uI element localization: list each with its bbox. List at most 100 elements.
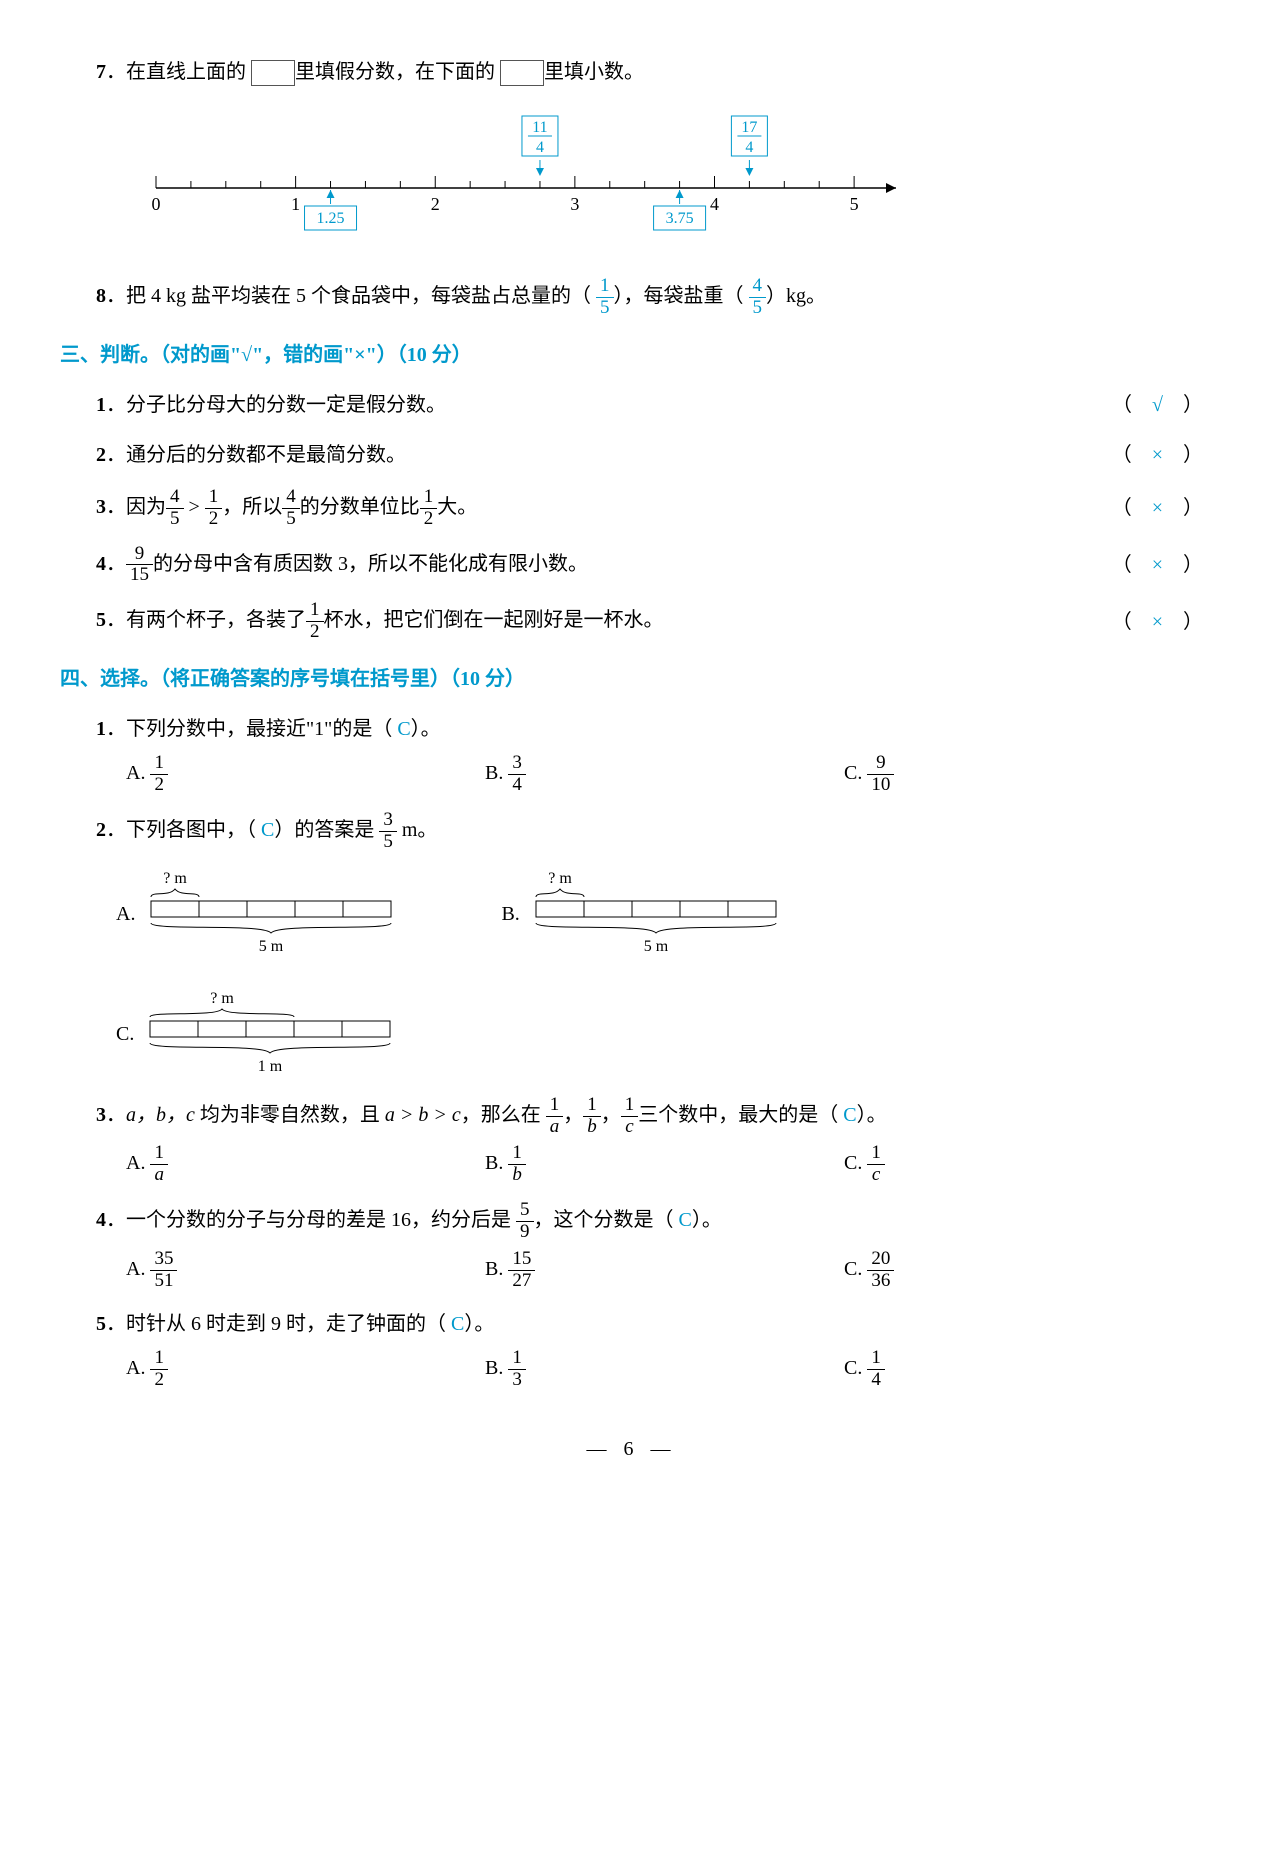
q-num: 5 xyxy=(96,1313,106,1335)
text: ）。 xyxy=(857,1104,887,1126)
tf-answer: × xyxy=(1152,497,1163,519)
diagram-b: B.? m5 m xyxy=(501,869,825,959)
diagrams: A.? m5 m B.? m5 m C.? m1 m xyxy=(116,869,1183,1079)
option: C. 910 xyxy=(844,753,1203,796)
text: m。 xyxy=(397,819,438,841)
option: A. 12 xyxy=(126,1348,485,1391)
tf-row: 4．915的分母中含有质因数 3，所以不能化成有限小数。（ × ） xyxy=(96,544,1203,587)
q-num: 1 xyxy=(96,394,106,416)
svg-text:? m: ? m xyxy=(164,870,188,887)
svg-text:2: 2 xyxy=(431,194,440,214)
fraction: 35 xyxy=(379,810,397,853)
option: C. 1c xyxy=(844,1143,1203,1186)
svg-text:0: 0 xyxy=(152,194,161,214)
tf-row: 5．有两个杯子，各装了12杯水，把它们倒在一起刚好是一杯水。（ × ） xyxy=(96,600,1203,643)
tf-answer: × xyxy=(1152,611,1163,633)
svg-text:5 m: 5 m xyxy=(259,938,284,955)
tf-answer: × xyxy=(1152,444,1163,466)
svg-text:3.75: 3.75 xyxy=(666,210,694,227)
option: A. 3551 xyxy=(126,1249,485,1292)
option: A. 12 xyxy=(126,753,485,796)
q-num: 2 xyxy=(96,819,106,841)
text: 里填假分数，在下面的 xyxy=(295,61,495,83)
question-4-5: 5．时针从 6 时走到 9 时，走了钟面的（ C）。 A. 12B. 13C. … xyxy=(96,1306,1203,1391)
text: ．下列各图中，（ xyxy=(106,819,256,841)
fraction: 59 xyxy=(516,1200,534,1243)
q-num: 4 xyxy=(96,1209,106,1231)
text: ）kg。 xyxy=(766,285,826,307)
svg-text:4: 4 xyxy=(536,139,544,156)
tf-answer: × xyxy=(1152,554,1163,576)
inequality: a > b > c xyxy=(385,1104,461,1126)
svg-text:4: 4 xyxy=(710,194,719,214)
text: ）。 xyxy=(692,1209,722,1231)
blank-box xyxy=(251,60,295,86)
text: ． xyxy=(106,1104,126,1126)
q-num: 3 xyxy=(96,496,106,518)
q-num: 7 xyxy=(96,61,106,83)
question-4-3: 3．a，b，c 均为非零自然数，且 a > b > c，那么在 1a，1b，1c… xyxy=(96,1095,1203,1187)
text: ），每袋盐重（ xyxy=(614,285,744,307)
svg-text:1: 1 xyxy=(291,194,300,214)
svg-text:4: 4 xyxy=(745,139,753,156)
tf-row: 3．因为45 > 12，所以45的分数单位比12大。（ × ） xyxy=(96,487,1203,530)
svg-text:11: 11 xyxy=(532,119,547,136)
answer: C xyxy=(451,1313,464,1335)
text: ．在直线上面的 xyxy=(106,61,246,83)
option: B. 1527 xyxy=(485,1249,844,1292)
q-num: 1 xyxy=(96,718,106,740)
answer: C xyxy=(843,1104,856,1126)
text: ，这个分数是（ xyxy=(534,1209,674,1231)
text: ）。 xyxy=(464,1313,494,1335)
options: A. 3551B. 1527C. 2036 xyxy=(126,1249,1203,1292)
text: ．一个分数的分子与分母的差是 16，约分后是 xyxy=(106,1209,511,1231)
question-4-1: 1．下列分数中，最接近"1"的是（ C）。 A. 12B. 34C. 910 xyxy=(96,711,1203,796)
q-num: 8 xyxy=(96,285,106,307)
q-num: 5 xyxy=(96,609,106,631)
svg-text:? m: ? m xyxy=(211,990,235,1007)
options: A. 12B. 34C. 910 xyxy=(126,753,1203,796)
question-8: 8．把 4 kg 盐平均装在 5 个食品袋中，每袋盐占总量的（ 15），每袋盐重… xyxy=(96,276,1203,319)
section-3-header: 三、判断。（对的画"√"，错的画"×"）（10 分） xyxy=(60,337,1203,373)
option: A. 1a xyxy=(126,1143,485,1186)
diagram-c: C.? m1 m xyxy=(116,989,1183,1079)
question-4-4: 4．一个分数的分子与分母的差是 16，约分后是 59，这个分数是（ C）。 A.… xyxy=(96,1200,1203,1292)
numberline: 0 1 2 3 4 5 11 4 17 4 1.25 3.75 xyxy=(136,110,1163,262)
text: ，那么在 xyxy=(461,1104,541,1126)
text: 均为非零自然数，且 xyxy=(195,1104,385,1126)
blank-box xyxy=(500,60,544,86)
fraction: 1c xyxy=(621,1095,639,1138)
page-footer: — 6 — xyxy=(60,1431,1203,1467)
question-7: 7．在直线上面的 里填假分数，在下面的 里填小数。 0 1 2 3 4 5 11 4 17 4 1.… xyxy=(96,54,1203,262)
q-num: 3 xyxy=(96,1104,106,1126)
svg-text:5: 5 xyxy=(850,194,859,214)
text: ）的答案是 xyxy=(274,819,374,841)
svg-text:3: 3 xyxy=(570,194,579,214)
fraction: 1b xyxy=(583,1095,601,1138)
option: C. 14 xyxy=(844,1348,1203,1391)
option: B. 34 xyxy=(485,753,844,796)
answer: C xyxy=(261,819,274,841)
text: 里填小数。 xyxy=(544,61,644,83)
svg-text:5 m: 5 m xyxy=(644,938,669,955)
svg-text:? m: ? m xyxy=(548,870,572,887)
section-4-header: 四、选择。（将正确答案的序号填在括号里）（10 分） xyxy=(60,661,1203,697)
svg-text:1.25: 1.25 xyxy=(317,210,345,227)
option: C. 2036 xyxy=(844,1249,1203,1292)
q-num: 2 xyxy=(96,444,106,466)
text: ．时针从 6 时走到 9 时，走了钟面的（ xyxy=(106,1313,446,1335)
answer: C xyxy=(397,718,410,740)
svg-text:17: 17 xyxy=(741,119,757,136)
text: ．把 4 kg 盐平均装在 5 个食品袋中，每袋盐占总量的（ xyxy=(106,285,591,307)
text: 三个数中，最大的是（ xyxy=(638,1104,838,1126)
answer-fraction: 45 xyxy=(749,276,767,319)
option: B. 1b xyxy=(485,1143,844,1186)
options: A. 1aB. 1bC. 1c xyxy=(126,1143,1203,1186)
tf-answer: √ xyxy=(1152,394,1163,416)
tf-row: 1．分子比分母大的分数一定是假分数。（ √ ） xyxy=(96,387,1203,423)
text: ．下列分数中，最接近"1"的是（ xyxy=(106,718,392,740)
q-num: 4 xyxy=(96,553,106,575)
options: A. 12B. 13C. 14 xyxy=(126,1348,1203,1391)
answer-fraction: 15 xyxy=(596,276,614,319)
vars: a，b，c xyxy=(126,1104,195,1126)
